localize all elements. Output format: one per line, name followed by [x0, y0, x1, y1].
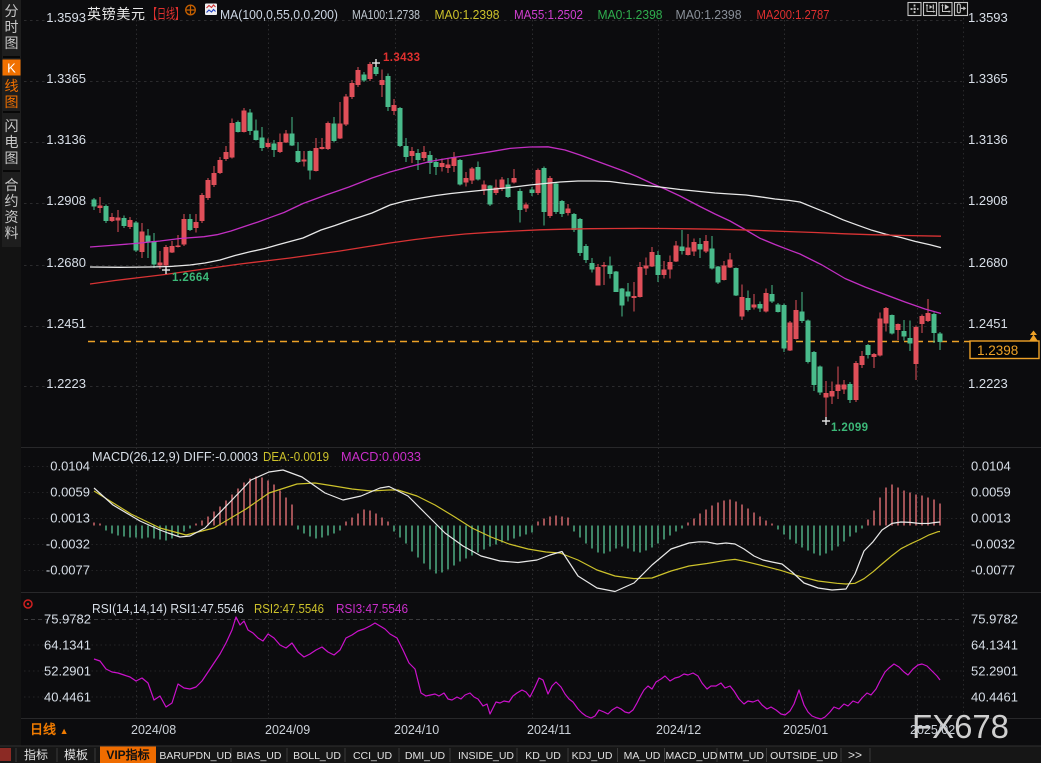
- svg-text:0.0013: 0.0013: [971, 511, 1011, 526]
- svg-text:指标: 指标: [24, 747, 48, 762]
- svg-text:VIP指标: VIP指标: [106, 747, 149, 762]
- svg-text:料: 料: [5, 225, 19, 241]
- svg-text:MACD(26,12,9) DIFF:-0.0003: MACD(26,12,9) DIFF:-0.0003: [92, 449, 258, 464]
- svg-text:-0.0077: -0.0077: [46, 563, 90, 578]
- svg-text:75.9782: 75.9782: [971, 612, 1018, 627]
- svg-text:2025/01: 2025/01: [783, 723, 828, 737]
- svg-text:INSIDE_UD: INSIDE_UD: [458, 750, 514, 762]
- svg-text:MACD:0.0033: MACD:0.0033: [341, 449, 421, 464]
- svg-text:1.2099: 1.2099: [831, 422, 868, 434]
- svg-text:闪: 闪: [5, 118, 19, 134]
- svg-text:0.0104: 0.0104: [971, 459, 1011, 474]
- svg-text:1.2223: 1.2223: [46, 376, 86, 391]
- svg-text:MA0:1.2398: MA0:1.2398: [598, 7, 663, 22]
- svg-text:英镑美元: 英镑美元: [87, 6, 145, 22]
- svg-text:64.1341: 64.1341: [44, 638, 91, 653]
- svg-text:1.2908: 1.2908: [46, 193, 86, 208]
- svg-text:OUTSIDE_UD: OUTSIDE_UD: [770, 750, 838, 762]
- svg-text:1.3365: 1.3365: [968, 71, 1008, 86]
- svg-text:2024/08: 2024/08: [131, 723, 176, 737]
- svg-text:1.2908: 1.2908: [968, 193, 1008, 208]
- svg-text:图: 图: [5, 150, 19, 166]
- svg-text:0.0059: 0.0059: [971, 485, 1011, 500]
- svg-text:52.2901: 52.2901: [971, 664, 1018, 679]
- svg-text:KDJ_UD: KDJ_UD: [572, 750, 613, 762]
- svg-text:1.2223: 1.2223: [968, 376, 1008, 391]
- svg-text:-0.0032: -0.0032: [46, 537, 90, 552]
- svg-text:1.3136: 1.3136: [968, 132, 1008, 147]
- svg-text:分: 分: [5, 3, 19, 19]
- svg-text:1.2680: 1.2680: [46, 255, 86, 270]
- svg-text:2024/12: 2024/12: [656, 723, 701, 737]
- svg-text:BIAS_UD: BIAS_UD: [237, 750, 282, 762]
- svg-text:资: 资: [5, 209, 19, 225]
- svg-text:52.2901: 52.2901: [44, 664, 91, 679]
- svg-text:BOLL_UD: BOLL_UD: [293, 750, 341, 762]
- svg-text:【日线】: 【日线】: [148, 6, 184, 22]
- svg-text:0.0059: 0.0059: [50, 485, 90, 500]
- svg-text:40.4461: 40.4461: [971, 690, 1018, 705]
- svg-text:模板: 模板: [64, 748, 88, 762]
- svg-text:>>: >>: [848, 748, 862, 762]
- svg-text:日线 ▲: 日线 ▲: [30, 722, 69, 737]
- svg-text:1.3136: 1.3136: [46, 132, 86, 147]
- svg-text:1.3593: 1.3593: [968, 10, 1008, 25]
- svg-text:40.4461: 40.4461: [44, 690, 91, 705]
- svg-text:MA0:1.2398: MA0:1.2398: [676, 7, 742, 22]
- svg-text:图: 图: [5, 35, 19, 51]
- svg-text:1.2398: 1.2398: [977, 343, 1018, 358]
- svg-text:1.2451: 1.2451: [46, 316, 86, 331]
- svg-text:K: K: [7, 61, 16, 76]
- svg-text:FX678: FX678: [912, 708, 1009, 745]
- svg-text:合: 合: [5, 177, 19, 193]
- svg-text:RSI2:47.5546: RSI2:47.5546: [254, 601, 324, 616]
- svg-text:-0.0077: -0.0077: [971, 563, 1015, 578]
- svg-text:-0.0032: -0.0032: [971, 537, 1015, 552]
- svg-text:75.9782: 75.9782: [44, 612, 91, 627]
- svg-text:MA(100,0,55,0,0,200): MA(100,0,55,0,0,200): [220, 7, 338, 22]
- svg-text:KD_UD: KD_UD: [525, 750, 561, 762]
- svg-text:2024/11: 2024/11: [527, 723, 571, 737]
- svg-text:MTM_UD: MTM_UD: [719, 750, 764, 762]
- svg-text:64.1341: 64.1341: [971, 638, 1018, 653]
- svg-text:1.3365: 1.3365: [46, 71, 86, 86]
- svg-text:MA55:1.2502: MA55:1.2502: [514, 7, 583, 22]
- svg-text:0.0013: 0.0013: [50, 511, 90, 526]
- svg-text:1.3433: 1.3433: [383, 52, 420, 64]
- svg-text:MA200:1.2787: MA200:1.2787: [757, 7, 830, 22]
- svg-text:MA100:1.2738: MA100:1.2738: [352, 7, 420, 22]
- svg-text:1.3593: 1.3593: [46, 10, 86, 25]
- svg-text:0.0104: 0.0104: [50, 459, 90, 474]
- svg-text:电: 电: [5, 134, 19, 150]
- svg-text:图: 图: [5, 94, 19, 110]
- svg-text:1.2664: 1.2664: [172, 272, 210, 284]
- svg-text:2024/09: 2024/09: [265, 723, 310, 737]
- svg-text:BARUPDN_UD: BARUPDN_UD: [159, 750, 232, 762]
- svg-text:DMI_UD: DMI_UD: [405, 750, 446, 762]
- svg-text:RSI(14,14,14) RSI1:47.5546: RSI(14,14,14) RSI1:47.5546: [92, 601, 244, 616]
- svg-text:约: 约: [5, 193, 19, 209]
- svg-text:MACD_UD: MACD_UD: [666, 750, 718, 762]
- svg-text:2024/10: 2024/10: [394, 723, 439, 737]
- svg-text:1.2680: 1.2680: [968, 255, 1008, 270]
- svg-text:时: 时: [5, 19, 19, 35]
- svg-text:MA_UD: MA_UD: [624, 750, 661, 762]
- svg-text:MA0:1.2398: MA0:1.2398: [435, 7, 500, 22]
- svg-text:2025/02: 2025/02: [910, 723, 955, 737]
- svg-text:DEA:-0.0019: DEA:-0.0019: [263, 449, 329, 464]
- svg-text:线: 线: [5, 78, 19, 94]
- svg-text:1.2451: 1.2451: [968, 316, 1008, 331]
- svg-text:RSI3:47.5546: RSI3:47.5546: [336, 601, 408, 616]
- svg-text:CCI_UD: CCI_UD: [353, 750, 393, 762]
